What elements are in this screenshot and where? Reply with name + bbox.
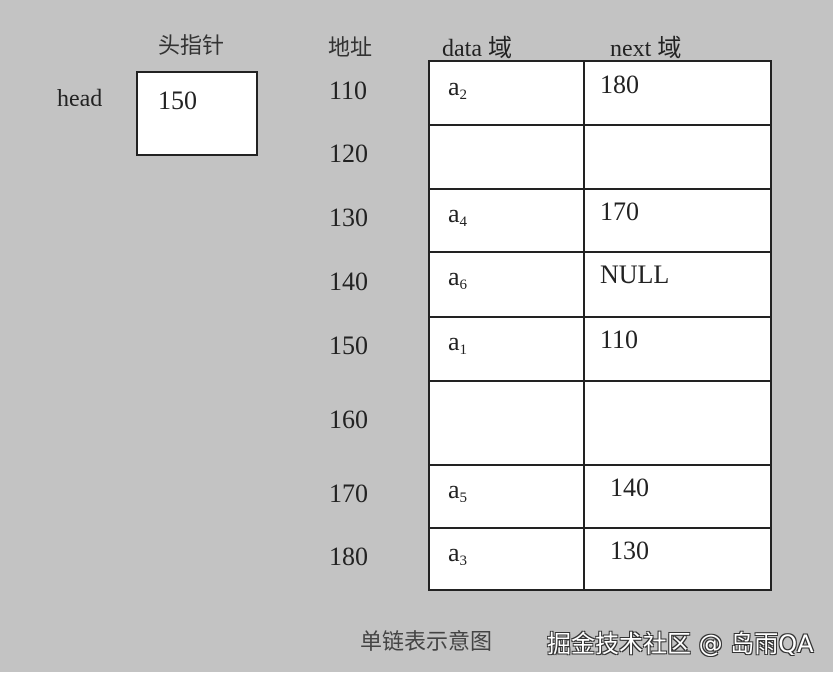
data-cell: a2 <box>448 72 467 104</box>
address-label: 110 <box>329 75 368 105</box>
data-cell: a1 <box>448 327 467 359</box>
head-pointer-box <box>136 71 258 156</box>
address-label: 160 <box>329 405 368 434</box>
data-subscript: 2 <box>459 87 468 103</box>
head-pointer-value: 150 <box>158 86 197 115</box>
data-cell: a4 <box>448 199 467 231</box>
address-label: 150 <box>329 331 368 360</box>
next-cell: 140 <box>610 473 649 502</box>
linked-list-table <box>428 60 772 591</box>
watermark: 掘金技术社区 @ 岛雨QA <box>547 630 814 658</box>
data-field-header: data 域 <box>442 36 512 62</box>
data-subscript: 3 <box>459 553 468 569</box>
data-subscript: 4 <box>459 214 468 230</box>
row-divider <box>430 316 770 318</box>
data-cell: a3 <box>448 538 467 570</box>
data-subscript: 6 <box>459 277 468 293</box>
head-label: head <box>57 86 103 112</box>
data-value: a <box>448 475 460 504</box>
data-cell: a6 <box>448 262 467 294</box>
next-cell: NULL <box>600 260 670 289</box>
row-divider <box>430 188 770 190</box>
address-label: 180 <box>329 542 368 571</box>
next-cell: 170 <box>600 197 639 226</box>
caption: 单链表示意图 <box>360 630 493 655</box>
column-divider <box>583 62 585 589</box>
data-subscript: 1 <box>459 342 468 358</box>
next-cell: 110 <box>600 325 639 354</box>
data-value: a <box>448 262 460 291</box>
row-divider <box>430 527 770 529</box>
next-cell: 130 <box>610 536 649 565</box>
row-divider <box>430 124 770 126</box>
row-divider <box>430 464 770 466</box>
data-value: a <box>448 72 460 101</box>
address-header: 地址 <box>328 36 373 61</box>
data-cell: a5 <box>448 475 467 507</box>
head-pointer-title: 头指针 <box>158 34 225 59</box>
next-field-header: next 域 <box>610 36 682 62</box>
row-divider <box>430 251 770 253</box>
data-value: a <box>448 538 460 567</box>
row-divider <box>430 380 770 382</box>
address-label: 130 <box>329 202 368 232</box>
data-subscript: 5 <box>459 490 468 506</box>
data-value: a <box>448 327 460 356</box>
data-value: a <box>448 199 460 228</box>
address-label: 140 <box>329 266 368 296</box>
address-label: 120 <box>329 139 368 168</box>
next-cell: 180 <box>600 70 639 99</box>
address-label: 170 <box>329 478 368 508</box>
